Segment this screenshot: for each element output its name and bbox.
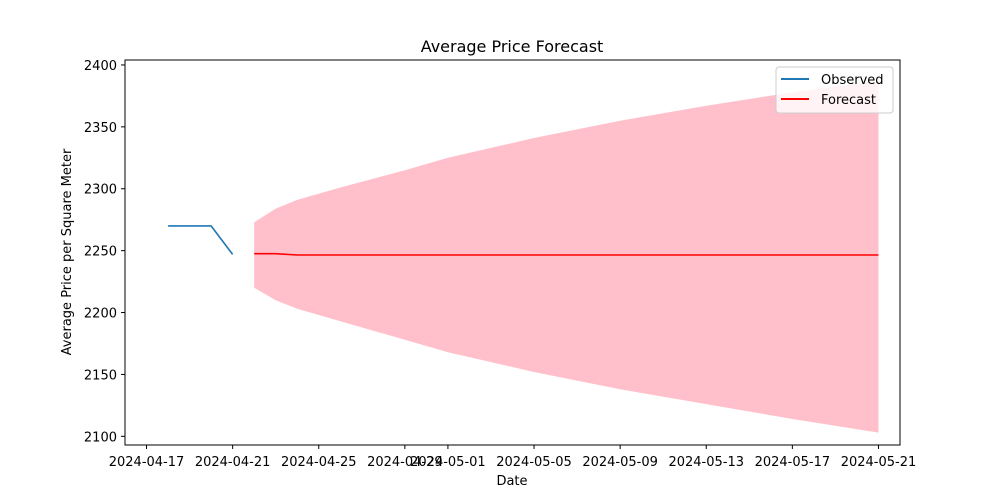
x-tick-label: 2024-05-01 <box>410 455 486 470</box>
confidence-band-layer <box>254 81 879 433</box>
y-axis-title: Average Price per Square Meter <box>60 148 75 355</box>
x-axis: 2024-04-17 2024-04-21 2024-04-25 2024-04-29… <box>109 445 917 470</box>
x-tick-label: 2024-05-17 <box>755 455 831 470</box>
y-tick-label: 2350 <box>84 121 117 136</box>
y-tick-label: 2150 <box>84 368 117 383</box>
x-tick-label: 2024-04-25 <box>281 455 357 470</box>
y-axis: 2100 2150 2200 2250 2300 2350 2400 <box>84 59 125 445</box>
x-tick-label: 2024-04-21 <box>195 455 271 470</box>
plot-frame <box>124 59 901 446</box>
y-tick-label: 2250 <box>84 245 117 260</box>
x-axis-title: Date <box>496 474 527 489</box>
x-tick-label: 2024-05-13 <box>668 455 744 470</box>
x-tick-label: 2024-04-29 <box>367 455 443 470</box>
x-tick-label: 2024-05-09 <box>582 455 658 470</box>
x-tick-label: 2024-04-17 <box>109 455 185 470</box>
chart-title: Average Price Forecast <box>421 37 604 56</box>
x-tick-label: 2024-05-21 <box>841 455 917 470</box>
observed-line <box>168 225 234 255</box>
y-tick-label: 2300 <box>84 183 117 198</box>
forecast-line <box>254 252 879 256</box>
y-tick-label: 2200 <box>84 307 117 322</box>
y-tick-label: 2400 <box>84 59 117 74</box>
legend-label-observed: Observed <box>821 73 884 88</box>
legend-label-forecast: Forecast <box>821 93 876 108</box>
series-layer <box>168 225 879 256</box>
legend: Observed Forecast <box>775 66 894 114</box>
y-tick-label: 2100 <box>84 430 117 445</box>
x-tick-label: 2024-05-05 <box>496 455 572 470</box>
confidence-band <box>254 81 879 433</box>
